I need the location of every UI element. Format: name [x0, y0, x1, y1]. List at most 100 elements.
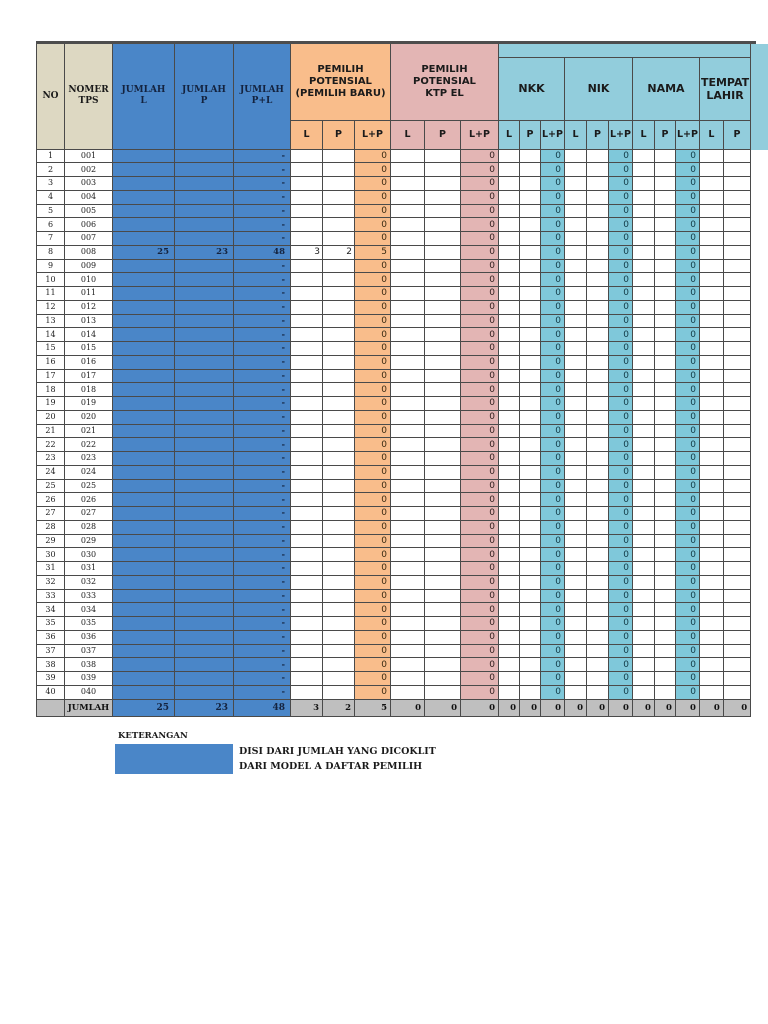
header-jumlah-l: JUMLAH L: [112, 44, 175, 150]
cell: [174, 574, 234, 590]
cell: 0: [674, 547, 700, 562]
cell: [653, 162, 676, 177]
cell: -: [233, 217, 291, 232]
cell: [322, 368, 355, 384]
cell: [424, 189, 461, 205]
cell: 0: [674, 629, 700, 645]
cell: [322, 671, 355, 686]
cell: [585, 299, 609, 315]
cell: 0: [354, 506, 391, 521]
cell: [112, 616, 175, 631]
cell: [290, 519, 323, 535]
cell: [722, 396, 752, 411]
cell: [390, 643, 425, 659]
cell: [498, 588, 520, 604]
cell: [519, 437, 541, 452]
cell: 002: [64, 162, 113, 177]
cell: 0: [674, 464, 700, 480]
cell: [585, 327, 609, 342]
cell: 0: [354, 231, 391, 246]
total-cell: [36, 698, 65, 717]
cell: [722, 574, 752, 590]
table-row: 16 016 - 0 0 0 0 0: [36, 354, 752, 370]
cell: 0: [460, 588, 499, 604]
cell: [653, 409, 676, 425]
cell: [722, 176, 752, 191]
cell: [424, 313, 461, 329]
cell: [698, 217, 724, 232]
cell: 024: [64, 464, 113, 480]
cell: [563, 409, 587, 425]
cell: [722, 244, 752, 260]
header-nik: NIK: [563, 56, 633, 121]
cell: [563, 354, 587, 370]
cell: 0: [674, 451, 700, 466]
cell: 0: [540, 602, 565, 617]
table-row: 5 005 - 0 0 0 0 0: [36, 203, 752, 219]
cell: [290, 176, 323, 191]
cell: 0: [607, 437, 633, 452]
cell: [722, 588, 752, 604]
cell: [424, 561, 461, 576]
cell: [498, 341, 520, 356]
cell: 0: [460, 409, 499, 425]
cell: [498, 451, 520, 466]
cell: [112, 533, 175, 549]
cell: [698, 409, 724, 425]
cell: 0: [460, 176, 499, 191]
table-row: 19 019 - 0 0 0 0 0: [36, 396, 752, 411]
cell: [112, 409, 175, 425]
cell: 019: [64, 396, 113, 411]
table-row: 17 017 - 0 0 0 0 0: [36, 368, 752, 384]
cell: 0: [354, 533, 391, 549]
subheader-nama-lp: L+P: [674, 119, 700, 150]
cell: [498, 231, 520, 246]
cell: [498, 203, 520, 219]
cell: [585, 176, 609, 191]
cell: 21: [36, 423, 65, 439]
cell: [631, 533, 655, 549]
cell: [698, 354, 724, 370]
cell: [722, 313, 752, 329]
cell: [631, 203, 655, 219]
cell: 0: [607, 272, 633, 287]
cell: [631, 258, 655, 274]
cell: 0: [540, 231, 565, 246]
cell: [585, 162, 609, 177]
cell: [112, 588, 175, 604]
cell: [322, 506, 355, 521]
cell: 0: [354, 547, 391, 562]
cell: 0: [607, 327, 633, 342]
cell: [519, 272, 541, 287]
cell: [424, 643, 461, 659]
cell: [112, 382, 175, 397]
cell: [722, 684, 752, 700]
cell: [498, 533, 520, 549]
subheader-nama-l: L: [631, 119, 655, 150]
cell: 0: [540, 203, 565, 219]
cell: [498, 506, 520, 521]
cell: 037: [64, 643, 113, 659]
cell: -: [233, 341, 291, 356]
cell: [722, 258, 752, 274]
cell: [585, 354, 609, 370]
cell: 0: [540, 506, 565, 521]
cell: [653, 382, 676, 397]
cell: [519, 684, 541, 700]
cell: [290, 423, 323, 439]
cell: [585, 478, 609, 494]
cell: [653, 602, 676, 617]
cell: [290, 643, 323, 659]
cell: 0: [354, 258, 391, 274]
cell: 009: [64, 258, 113, 274]
cell: 0: [540, 451, 565, 466]
cell: [519, 602, 541, 617]
cell: [174, 629, 234, 645]
cell: [585, 231, 609, 246]
cell: 0: [460, 313, 499, 329]
cell: [424, 506, 461, 521]
total-cell: 23: [174, 698, 234, 717]
cell: [322, 382, 355, 397]
cell: 0: [674, 272, 700, 287]
cell: 032: [64, 574, 113, 590]
